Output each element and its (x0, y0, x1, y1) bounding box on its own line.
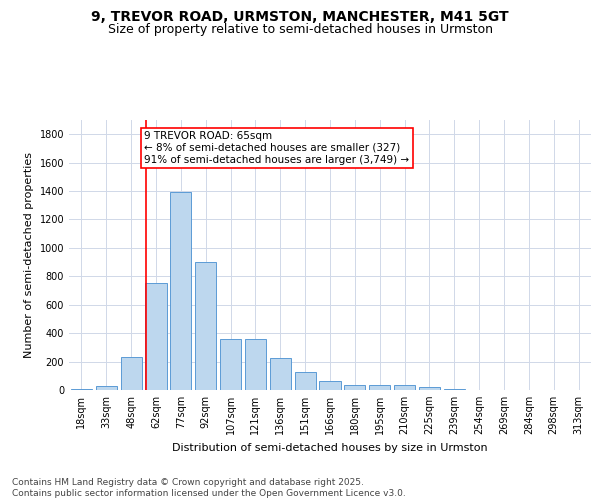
Bar (369, 385, 390, 390)
Bar (394, 385, 415, 390)
Bar (419, 387, 440, 390)
Bar (96, 386, 117, 390)
Bar (220, 339, 241, 390)
X-axis label: Distribution of semi-detached houses by size in Urmston: Distribution of semi-detached houses by … (172, 442, 488, 452)
Bar (145, 284, 167, 390)
Text: 9 TREVOR ROAD: 65sqm
← 8% of semi-detached houses are smaller (327)
91% of semi-: 9 TREVOR ROAD: 65sqm ← 8% of semi-detach… (145, 132, 409, 164)
Bar (121, 358, 142, 390)
Bar (71, 388, 92, 390)
Bar (245, 339, 266, 390)
Bar (295, 372, 316, 390)
Bar (319, 382, 341, 390)
Bar (170, 192, 191, 390)
Y-axis label: Number of semi-detached properties: Number of semi-detached properties (24, 152, 34, 358)
Bar (270, 358, 291, 390)
Bar (195, 262, 216, 390)
Text: 9, TREVOR ROAD, URMSTON, MANCHESTER, M41 5GT: 9, TREVOR ROAD, URMSTON, MANCHESTER, M41… (91, 10, 509, 24)
Bar (344, 385, 365, 390)
Text: Size of property relative to semi-detached houses in Urmston: Size of property relative to semi-detach… (107, 22, 493, 36)
Text: Contains HM Land Registry data © Crown copyright and database right 2025.
Contai: Contains HM Land Registry data © Crown c… (12, 478, 406, 498)
